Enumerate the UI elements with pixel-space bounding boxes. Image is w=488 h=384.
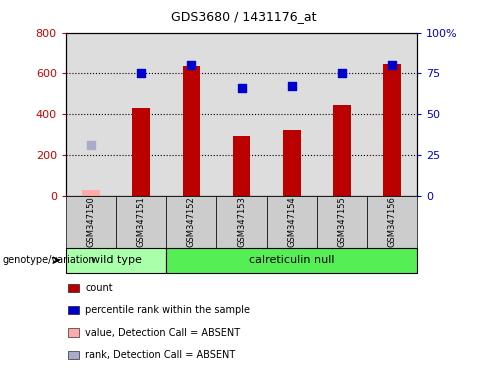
Point	[388, 62, 396, 68]
Bar	[266, 33, 317, 196]
Bar	[317, 33, 367, 196]
Bar	[166, 33, 217, 196]
Text: wild type: wild type	[91, 255, 142, 265]
Text: count: count	[85, 283, 113, 293]
Point	[338, 70, 346, 76]
Text: GSM347152: GSM347152	[187, 196, 196, 247]
Bar	[132, 108, 150, 196]
Bar	[116, 33, 166, 196]
Bar	[233, 136, 250, 196]
Text: GSM347155: GSM347155	[337, 196, 346, 247]
Point	[238, 85, 245, 91]
Bar	[283, 129, 301, 196]
Text: GSM347154: GSM347154	[287, 196, 296, 247]
Text: GSM347150: GSM347150	[86, 196, 96, 247]
Bar	[66, 33, 116, 196]
Text: GSM347156: GSM347156	[387, 196, 397, 247]
Bar	[333, 105, 351, 196]
Point	[288, 83, 296, 89]
Text: genotype/variation: genotype/variation	[2, 255, 95, 265]
Bar	[384, 64, 401, 196]
Text: percentile rank within the sample: percentile rank within the sample	[85, 305, 250, 315]
Text: value, Detection Call = ABSENT: value, Detection Call = ABSENT	[85, 328, 241, 338]
Text: rank, Detection Call = ABSENT: rank, Detection Call = ABSENT	[85, 350, 236, 360]
Point	[137, 70, 145, 76]
Text: GSM347151: GSM347151	[137, 196, 146, 247]
Point	[187, 62, 195, 68]
Text: GSM347153: GSM347153	[237, 196, 246, 247]
Bar	[183, 66, 200, 196]
Bar	[217, 33, 266, 196]
Bar	[367, 33, 417, 196]
Text: GDS3680 / 1431176_at: GDS3680 / 1431176_at	[171, 10, 317, 23]
Text: calreticulin null: calreticulin null	[249, 255, 334, 265]
Point	[87, 142, 95, 148]
Bar	[82, 190, 100, 196]
